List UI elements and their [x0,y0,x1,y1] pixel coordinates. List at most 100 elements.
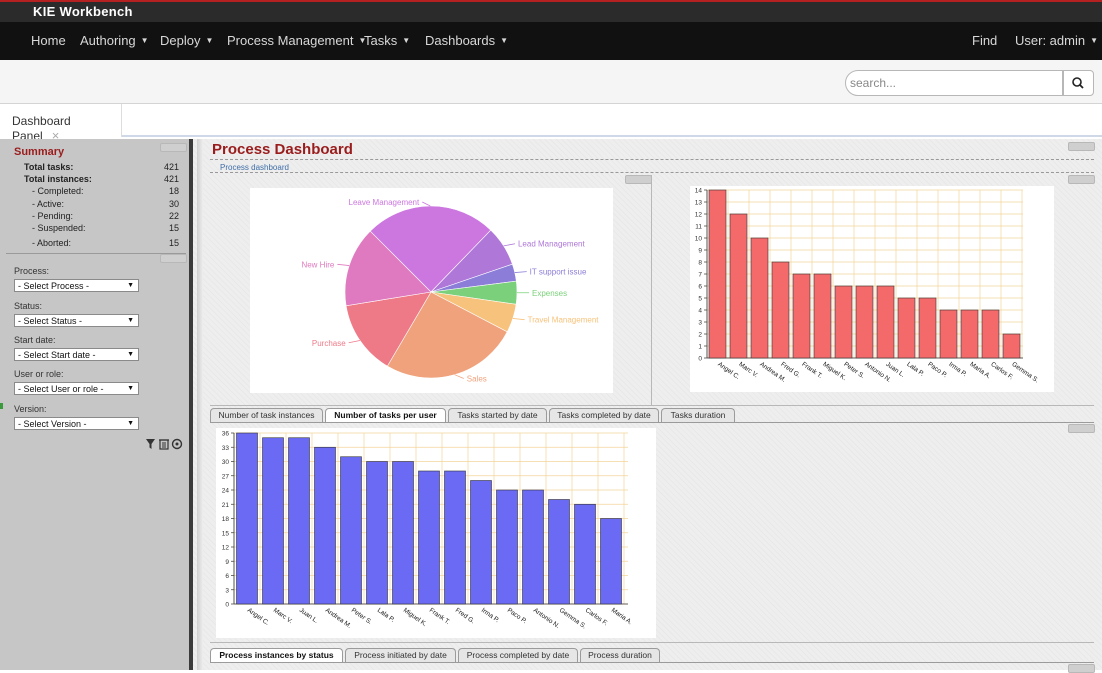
filter-icon[interactable] [146,439,155,449]
nav-deploy[interactable]: Deploy▼ [160,33,213,48]
bottom-chart-tabs: Process instances by status Process init… [210,648,1094,662]
pie-label: Purchase [312,339,346,348]
y-tick-label: 4 [698,308,702,315]
bar-lala-p[interactable] [898,298,915,358]
y-tick-label: 12 [695,212,703,219]
y-tick-label: 18 [222,516,230,523]
y-tick-label: 2 [698,332,702,339]
summary-value: 421 [164,162,179,172]
bar-carlos-f[interactable] [982,310,999,358]
nav-home[interactable]: Home [31,33,66,48]
summary-label: - Pending: [32,211,73,221]
bar-frank-t[interactable] [419,471,440,604]
bar-angel-c[interactable] [237,433,258,604]
nav-tasks-label: Tasks [364,33,397,48]
nav-find[interactable]: Find [972,33,997,48]
filter-version-label: Version: [14,404,47,414]
panel-controls[interactable] [160,143,187,152]
bar-antonio-n[interactable] [856,286,873,358]
tab-tasks-started-by-date[interactable]: Tasks started by date [448,408,547,422]
nav-dashboards[interactable]: Dashboards▼ [425,33,508,48]
bar-irma-p[interactable] [471,481,492,605]
bar-gemma-s[interactable] [549,500,570,605]
bar-marc-v[interactable] [263,438,284,604]
tab-process-duration[interactable]: Process duration [580,648,660,662]
y-tick-label: 9 [225,559,229,566]
tab-number-of-task-instances[interactable]: Number of task instances [210,408,323,422]
pie-label: Travel Management [528,316,600,325]
x-tick-label: Irma P. [480,607,501,624]
bar-maria-a[interactable] [601,519,622,605]
filter-user-select[interactable]: - Select User or role -▼ [14,382,139,395]
pie-label: Leave Management [349,198,420,207]
bar-maria-a[interactable] [961,310,978,358]
nav-authoring[interactable]: Authoring▼ [80,33,149,48]
tab-tasks-completed-by-date[interactable]: Tasks completed by date [549,408,659,422]
filter-process-select[interactable]: - Select Process -▼ [14,279,139,292]
tab-process-instances-by-status[interactable]: Process instances by status [210,648,343,662]
nav-user-menu[interactable]: User: admin▼ [1015,33,1098,48]
nav-tasks[interactable]: Tasks▼ [364,33,410,48]
bar-frank-t[interactable] [793,274,810,358]
pie-label: Sales [467,375,487,384]
panel-controls[interactable] [1068,424,1095,433]
x-tick-label: Paco P. [926,361,948,379]
delete-icon[interactable] [159,440,169,449]
bar-antonio-n[interactable] [523,490,544,604]
bar-peter-s[interactable] [835,286,852,358]
x-tick-label: Paco P. [506,607,528,625]
tab-process-completed-by-date[interactable]: Process completed by date [458,648,578,662]
filter-start-date-label: Start date: [14,335,56,345]
filter-start-date-select[interactable]: - Select Start date -▼ [14,348,139,361]
panel-controls[interactable] [625,175,652,184]
pie-label: IT support issue [530,268,587,277]
refresh-icon[interactable] [173,440,182,449]
nav-process-management[interactable]: Process Management▼ [227,33,366,48]
bar-juan-l[interactable] [877,286,894,358]
filter-user-label: User or role: [14,369,64,379]
x-tick-label: Miguel K. [402,607,428,628]
subtitle-divider [210,172,1094,173]
bar-peter-s[interactable] [341,457,362,604]
bar-fred-g[interactable] [445,471,466,604]
summary-value: 22 [169,211,179,221]
search-input[interactable]: search... [845,70,1063,96]
filter-status-select[interactable]: - Select Status -▼ [14,314,139,327]
panel-controls[interactable] [160,254,187,263]
bar-irma-p[interactable] [940,310,957,358]
bar-miguel-k[interactable] [814,274,831,358]
caret-down-icon: ▼ [1090,36,1098,45]
dropdown-arrow-icon: ▼ [127,385,134,392]
x-tick-label: Angel C. [246,607,271,627]
bar-angel-c[interactable] [709,190,726,358]
filter-status-label: Status: [14,301,42,311]
panel-controls[interactable] [1068,175,1095,184]
y-tick-label: 10 [695,236,703,243]
search-icon [1064,71,1093,95]
panel-controls[interactable] [1068,664,1095,673]
filter-start-date-value: - Select Start date - [18,350,96,360]
sidebar-splitter[interactable] [197,139,203,670]
bar-fred-g[interactable] [772,262,789,358]
bar-andrea-m[interactable] [315,447,336,604]
bar-gemma-s[interactable] [1003,334,1020,358]
bar-andrea-m[interactable] [751,238,768,358]
filter-version-select[interactable]: - Select Version -▼ [14,417,139,430]
bar-marc-v[interactable] [730,214,747,358]
dashboard-subtitle-link[interactable]: Process dashboard [220,163,289,172]
y-tick-label: 5 [698,296,702,303]
panel-controls[interactable] [1068,142,1095,151]
bar-paco-p[interactable] [919,298,936,358]
bar-juan-l[interactable] [289,438,310,604]
tab-process-initiated-by-date[interactable]: Process initiated by date [345,648,456,662]
tab-dashboard-panel[interactable]: Dashboard Panel× [0,104,122,137]
bar-carlos-f[interactable] [575,504,596,604]
bar-paco-p[interactable] [497,490,518,604]
bar-miguel-k[interactable] [393,462,414,605]
tab-tasks-duration[interactable]: Tasks duration [661,408,735,422]
search-button[interactable] [1063,70,1094,96]
tab-number-of-tasks-per-user[interactable]: Number of tasks per user [325,408,446,422]
x-tick-label: Juan L. [298,607,320,625]
bar-lala-p[interactable] [367,462,388,605]
